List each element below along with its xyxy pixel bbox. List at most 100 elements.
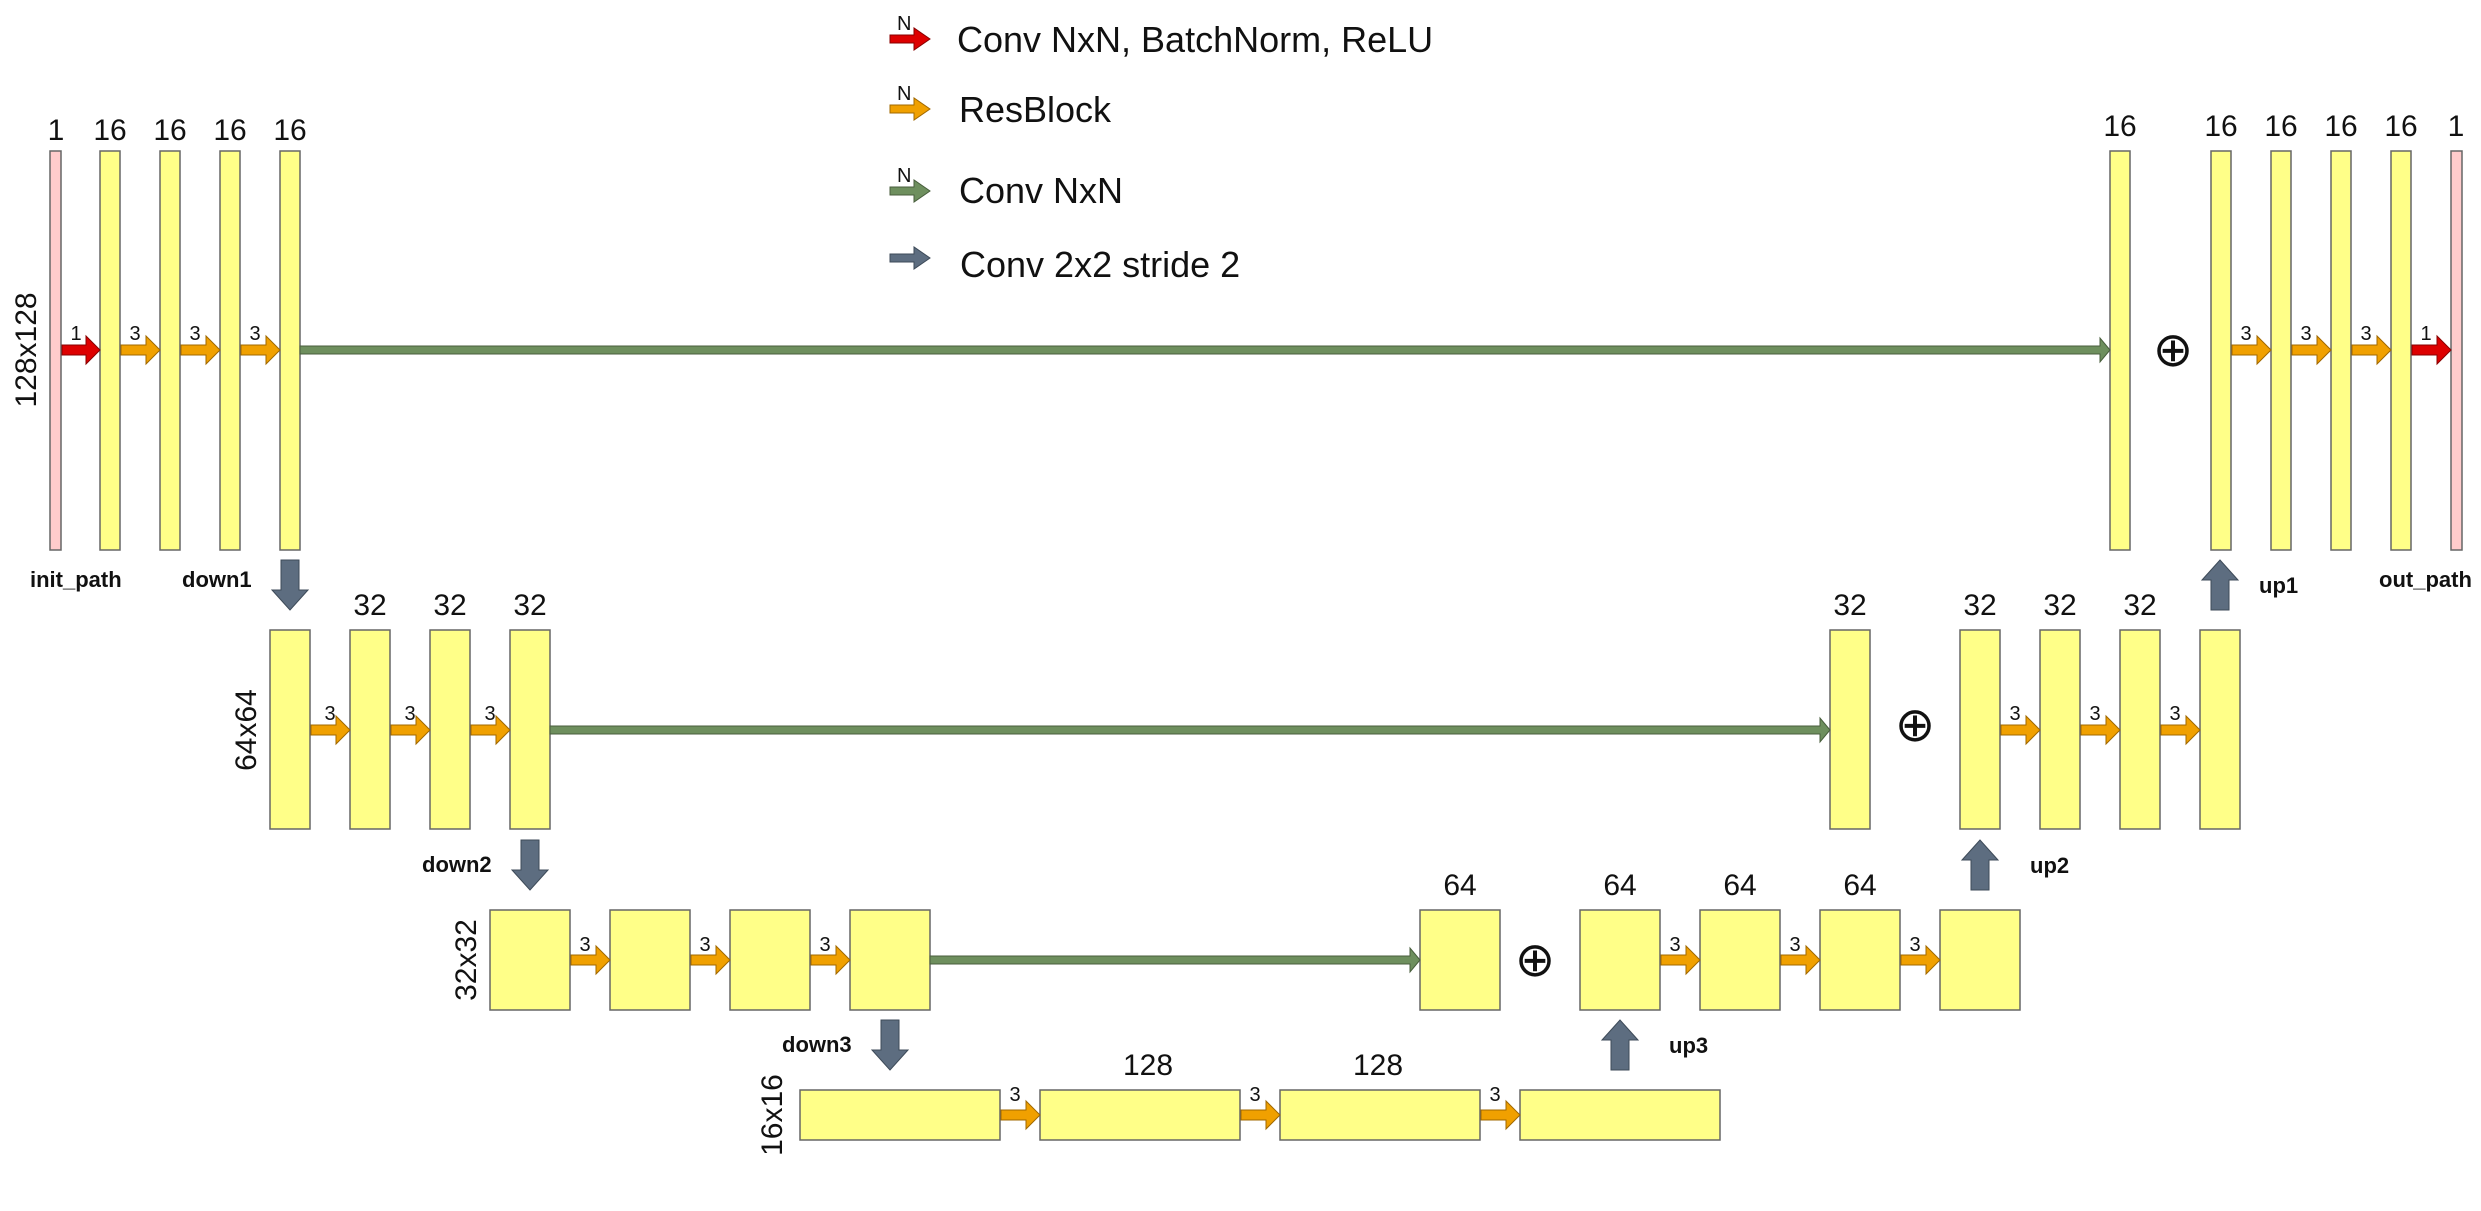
feature-map	[1959, 629, 2001, 830]
feature-map	[2210, 150, 2232, 551]
block-label-init-path: init_path	[30, 567, 122, 592]
kernel-label: 3	[1489, 1084, 1500, 1106]
channel-label: 32	[353, 589, 386, 622]
channel-label: 32	[433, 589, 466, 622]
channel-label: 64	[1723, 869, 1756, 902]
resblock-arrow	[310, 714, 351, 746]
legend-item-conv-stride: Conv 2x2 stride 2	[889, 244, 1240, 285]
feature-map	[159, 150, 181, 551]
out-path-arrow	[2411, 334, 2452, 366]
kernel-label: 3	[1669, 934, 1680, 956]
feature-map-output	[2450, 150, 2463, 551]
block-labels: init_path down1 down2 down3 up1 up2 up3 …	[30, 567, 2472, 1058]
resblock-arrow	[2160, 714, 2201, 746]
kernel-label: 3	[819, 934, 830, 956]
feature-map	[729, 909, 811, 1011]
resblock-arrow	[1000, 1099, 1041, 1131]
channel-label: 1	[2448, 110, 2465, 143]
channel-label: 16	[2204, 110, 2237, 143]
kernel-label: 3	[129, 323, 140, 345]
down3-arrow	[870, 1019, 910, 1071]
channel-label: 64	[1843, 869, 1876, 902]
feature-map	[1829, 629, 1871, 830]
feature-map	[429, 629, 471, 830]
kernel-label: 3	[2089, 703, 2100, 725]
block-label-up1: up1	[2259, 573, 2298, 598]
feature-map	[99, 150, 121, 551]
kernel-label: 3	[2300, 323, 2311, 345]
resblock-arrow	[1780, 944, 1821, 976]
kernel-label: 3	[699, 934, 710, 956]
resblock-arrow	[240, 334, 281, 366]
plus-symbol: ⊕	[1515, 934, 1555, 987]
up2-arrow	[1960, 839, 2000, 891]
kernel-label: 3	[579, 934, 590, 956]
legend-item-resblock: N ResBlock	[889, 83, 1112, 130]
kernel-label: 3	[249, 323, 260, 345]
channel-label: 1	[48, 114, 65, 147]
resblock-arrow	[1660, 944, 1701, 976]
feature-map	[1419, 909, 1501, 1011]
down1-arrow	[270, 559, 310, 611]
kernel-label: 3	[2009, 703, 2020, 725]
feature-map	[349, 629, 391, 830]
legend-tag: N	[897, 165, 911, 187]
kernel-label: 1	[70, 323, 81, 345]
legend-label: ResBlock	[959, 89, 1112, 130]
legend-arrow-red	[889, 27, 931, 51]
skip-arrow-level-1	[299, 336, 2111, 364]
kernel-label: 1	[2420, 323, 2431, 345]
skip-arrow-level-3	[929, 946, 1421, 974]
kernel-label: 3	[2360, 323, 2371, 345]
block-label-out-path: out_path	[2379, 567, 2472, 592]
legend-tag: N	[897, 13, 911, 35]
feature-map	[219, 150, 241, 551]
resblock-arrow	[2231, 334, 2272, 366]
feature-map	[1519, 1089, 1721, 1141]
channel-label: 16	[93, 114, 126, 147]
legend-arrow-slate	[889, 246, 931, 270]
resblock-arrow	[2080, 714, 2121, 746]
resblock-arrow	[2000, 714, 2041, 746]
legend-arrow-green	[889, 179, 931, 203]
kernel-label: 3	[2169, 703, 2180, 725]
channel-label: 16	[273, 114, 306, 147]
legend-tag: N	[897, 83, 911, 105]
up3-arrow	[1600, 1019, 1640, 1071]
feature-map	[2109, 150, 2131, 551]
kernel-labels: 1 3 3 3 3 3 3 1 3 3 3 3 3 3 3 3 3 3 3 3 …	[70, 323, 2431, 1106]
feature-map	[2199, 629, 2241, 830]
conv-bn-relu-arrows	[61, 334, 2452, 366]
resolution-label: 32x32	[450, 919, 483, 1001]
feature-map	[799, 1089, 1001, 1141]
channel-label: 16	[213, 114, 246, 147]
kernel-label: 3	[1249, 1084, 1260, 1106]
block-label-down1: down1	[182, 567, 252, 592]
skip-connections	[299, 336, 2111, 974]
legend-label: Conv NxN	[959, 170, 1123, 211]
concat-symbols: ⊕ ⊕ ⊕	[1515, 324, 2193, 987]
resblock-arrow	[470, 714, 511, 746]
resblock-arrow	[120, 334, 161, 366]
resolution-label: 16x16	[756, 1074, 789, 1156]
channel-label: 16	[2324, 110, 2357, 143]
channel-label: 64	[1443, 869, 1476, 902]
feature-map	[1279, 1089, 1481, 1141]
resolution-labels: 128x128 64x64 32x32 16x16	[10, 292, 789, 1155]
plus-symbol: ⊕	[2153, 324, 2193, 377]
channel-label: 16	[2103, 110, 2136, 143]
resblock-arrow	[180, 334, 221, 366]
channel-labels: 1 16 16 16 16 16 16 16 16 16 1 32 32 32 …	[48, 110, 2465, 1082]
channel-label: 32	[2043, 589, 2076, 622]
kernel-label: 3	[189, 323, 200, 345]
feature-map	[2390, 150, 2412, 551]
feature-map	[609, 909, 691, 1011]
channel-label: 32	[1963, 589, 1996, 622]
feature-map	[2119, 629, 2161, 830]
feature-map	[509, 629, 551, 830]
feature-map	[1039, 1089, 1241, 1141]
legend-item-conv: N Conv NxN	[889, 165, 1123, 211]
down2-arrow	[510, 839, 550, 891]
feature-map	[1699, 909, 1781, 1011]
resolution-label: 128x128	[10, 292, 43, 407]
